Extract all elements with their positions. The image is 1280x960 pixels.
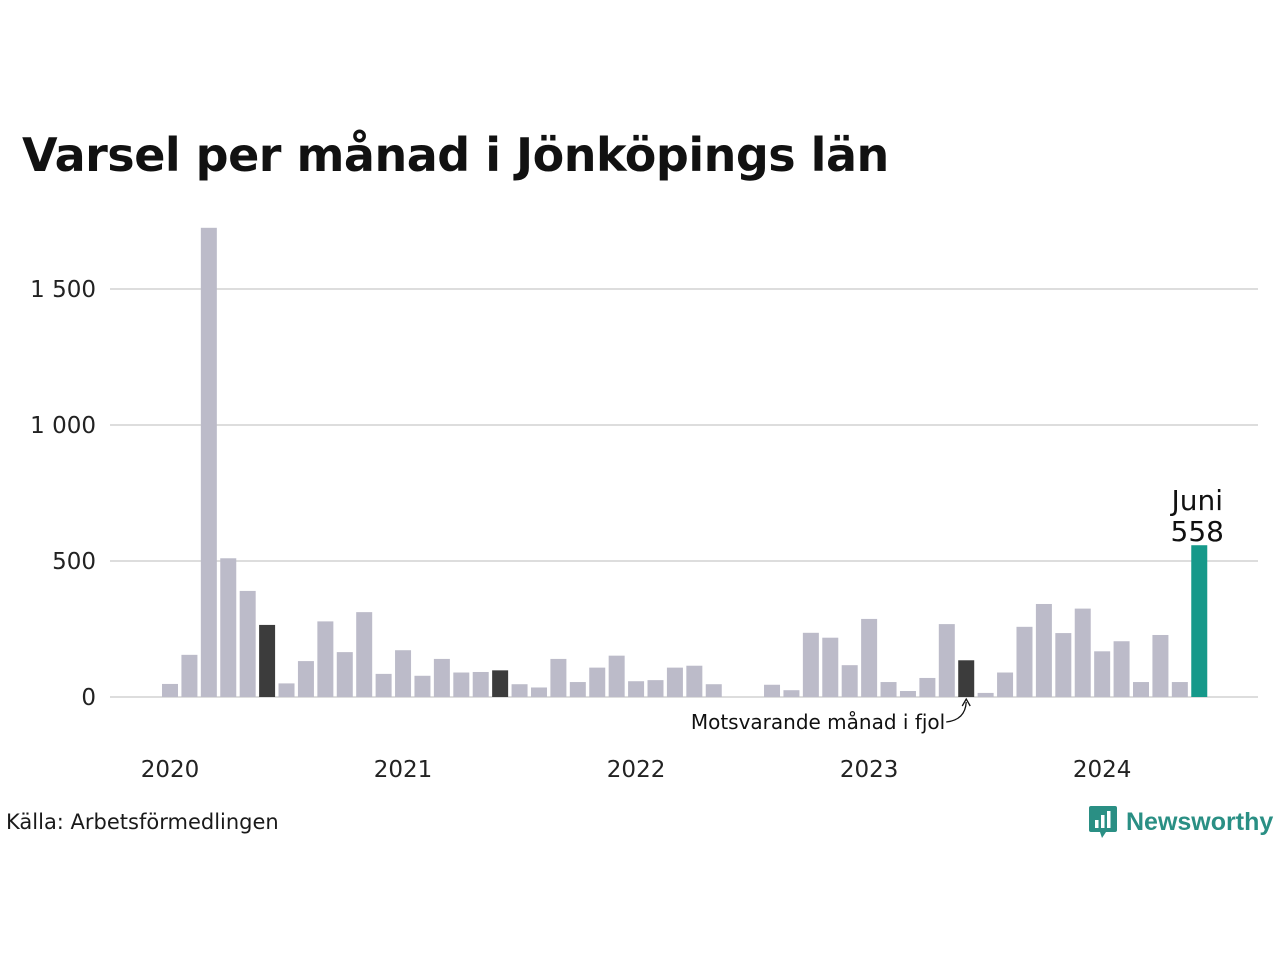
- bar: [977, 692, 994, 697]
- y-tick-label: 0: [81, 685, 96, 711]
- bar-comparison: [492, 670, 509, 697]
- bar: [589, 667, 606, 697]
- bar: [628, 681, 645, 697]
- bar: [1016, 626, 1033, 697]
- bar: [997, 672, 1014, 697]
- bar: [705, 684, 722, 697]
- bar: [356, 612, 373, 697]
- bar: [317, 621, 334, 697]
- annotation-arrow: [946, 701, 967, 723]
- bar: [530, 687, 547, 697]
- x-tick-label: 2021: [374, 757, 433, 783]
- brand-name: Newsworthy: [1126, 807, 1274, 836]
- bar: [433, 658, 450, 697]
- bar: [938, 624, 955, 697]
- x-tick-label: 2023: [840, 757, 899, 783]
- bars: [162, 227, 1208, 698]
- bar: [1055, 633, 1072, 697]
- bar: [666, 667, 683, 697]
- bar: [1074, 608, 1091, 697]
- bar: [569, 682, 586, 697]
- y-tick-label: 1 500: [30, 277, 96, 303]
- bar: [1152, 634, 1169, 697]
- annotation-label: Motsvarande månad i fjol: [691, 710, 945, 734]
- bar: [1094, 651, 1111, 697]
- bar: [764, 684, 781, 697]
- x-tick-label: 2020: [141, 757, 200, 783]
- bar: [822, 637, 839, 697]
- bar: [239, 590, 256, 697]
- bar: [297, 661, 314, 697]
- bar: [802, 632, 819, 697]
- bar: [395, 650, 412, 697]
- y-tick-label: 500: [52, 549, 96, 575]
- highlight-month-label: Juni: [1169, 484, 1223, 517]
- source-note: Källa: Arbetsförmedlingen: [6, 810, 279, 834]
- bar: [414, 675, 431, 697]
- bar: [162, 683, 178, 697]
- bar: [336, 652, 353, 697]
- bar: [647, 680, 664, 697]
- bar: [841, 665, 858, 697]
- y-axis-ticks: 0 500 1 000 1 500: [30, 277, 96, 711]
- bar-comparison: [958, 660, 975, 697]
- bar: [686, 665, 703, 697]
- bar-comparison: [259, 624, 276, 697]
- newsworthy-logo: Newsworthy: [1088, 804, 1273, 840]
- bar: [511, 684, 528, 697]
- bar-highlight: [1191, 545, 1208, 697]
- bar: [919, 677, 936, 697]
- bar: [550, 658, 567, 697]
- x-tick-label: 2022: [607, 757, 666, 783]
- bar: [200, 227, 217, 698]
- x-tick-label: 2024: [1073, 757, 1132, 783]
- chart-title: Varsel per månad i Jönköpings län: [22, 128, 889, 182]
- bar: [472, 671, 489, 697]
- bar: [1171, 682, 1188, 697]
- x-axis-ticks: 2020 2021 2022 2023 2024: [141, 757, 1132, 783]
- annotation-arrowhead: [961, 697, 971, 707]
- bar: [861, 618, 878, 697]
- bar: [899, 691, 916, 697]
- bar: [181, 654, 198, 697]
- bar: [608, 655, 625, 697]
- highlight-value-label: 558: [1171, 515, 1224, 548]
- bar: [1133, 682, 1149, 697]
- bar-chart-speech-bubble-icon: [1089, 806, 1117, 838]
- bar: [220, 558, 237, 697]
- bar: [880, 682, 897, 697]
- y-tick-label: 1 000: [30, 413, 96, 439]
- bar: [1035, 603, 1052, 697]
- bar: [278, 683, 295, 697]
- bar: [453, 672, 470, 697]
- bar: [1113, 641, 1130, 697]
- bar: [375, 673, 392, 697]
- bar: [783, 690, 800, 697]
